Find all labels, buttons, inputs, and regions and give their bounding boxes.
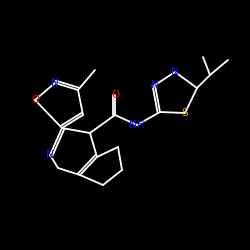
Text: N: N <box>171 67 179 77</box>
Text: O: O <box>31 95 39 105</box>
Text: N: N <box>51 78 59 88</box>
Text: O: O <box>111 90 119 100</box>
Text: N: N <box>151 80 159 90</box>
Text: S: S <box>182 108 188 118</box>
Text: NH: NH <box>129 120 145 130</box>
Text: N: N <box>46 150 54 160</box>
